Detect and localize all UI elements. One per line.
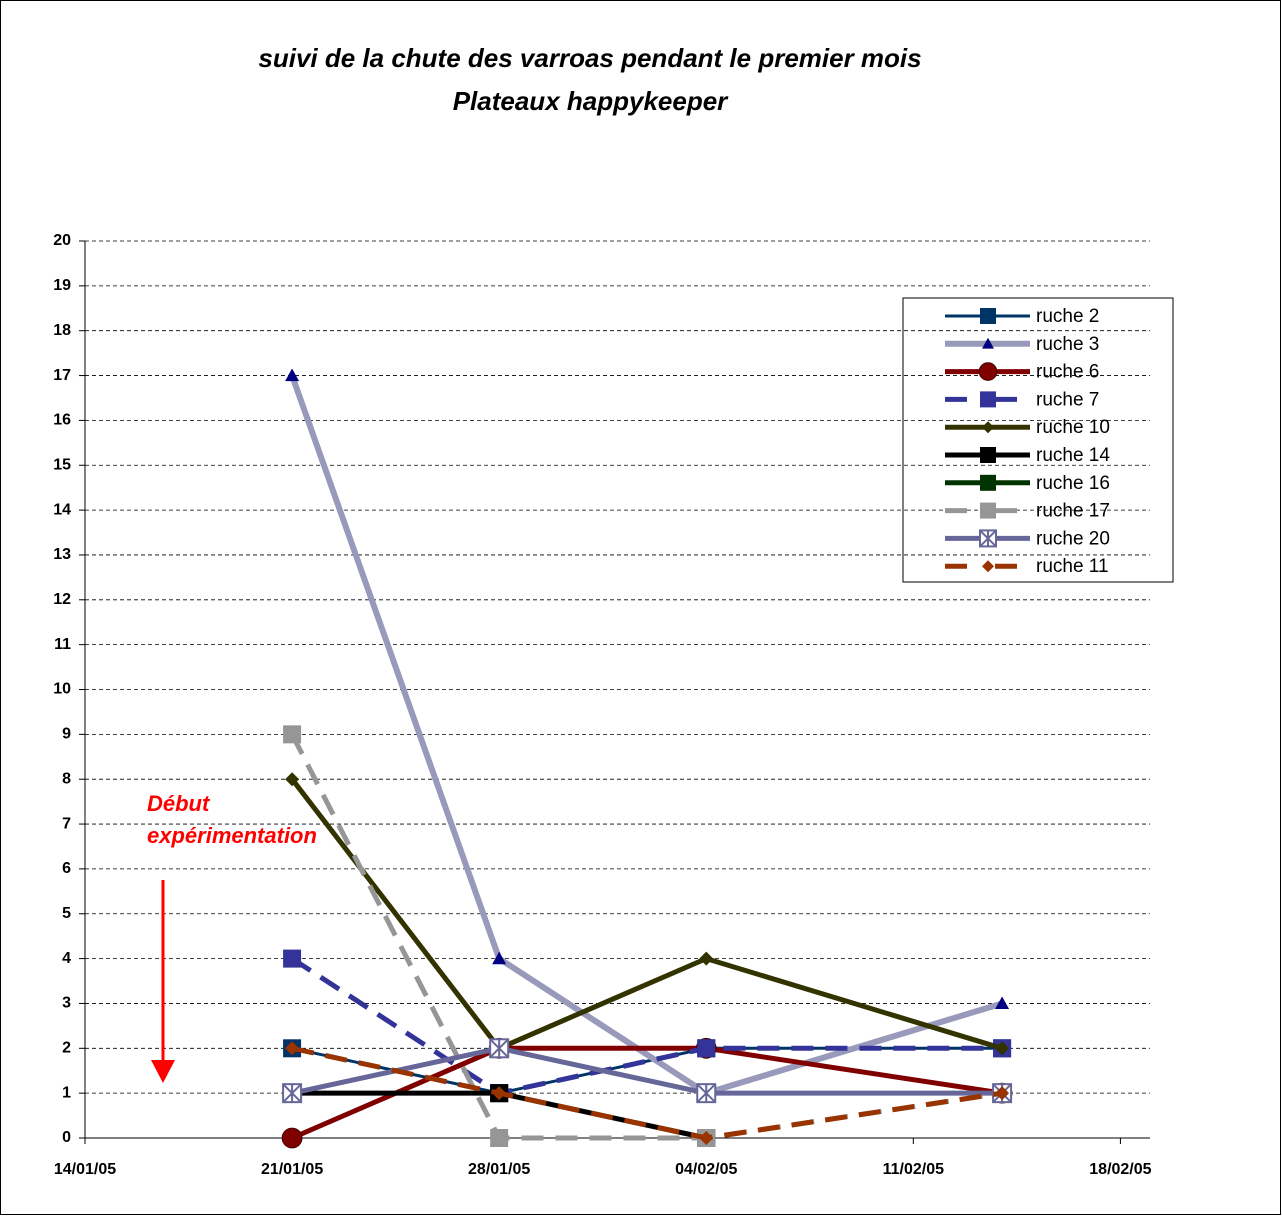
legend-label: ruche 3 <box>1036 334 1099 355</box>
marker <box>282 1083 303 1104</box>
y-tick-label: 9 <box>62 726 71 743</box>
y-tick-label: 16 <box>53 412 71 429</box>
marker-star <box>696 1083 716 1103</box>
legend-label: ruche 2 <box>1036 306 1099 327</box>
y-tick-label: 10 <box>53 681 71 698</box>
legend-label: ruche 7 <box>1036 389 1099 410</box>
legend-marker <box>979 529 997 548</box>
legend-marker <box>982 337 994 349</box>
marker <box>490 1129 509 1147</box>
y-tick-label: 7 <box>62 815 71 832</box>
marker <box>699 951 714 966</box>
legend-marker <box>980 391 996 408</box>
chart-subtitle: Plateaux happykeeper <box>453 86 729 116</box>
annotation: Début <box>147 791 211 816</box>
chart-title: suivi de la chute des varroas pendant le… <box>258 43 921 73</box>
annotation-arrow-head <box>151 1060 175 1083</box>
legend-marker <box>980 447 996 463</box>
marker <box>489 1038 510 1059</box>
y-tick-label: 5 <box>62 905 71 922</box>
legend-marker <box>980 502 996 519</box>
series-line <box>289 733 1003 1141</box>
y-tick-label: 13 <box>53 546 71 563</box>
y-tick-label: 15 <box>53 456 71 473</box>
marker <box>995 1041 1010 1056</box>
legend-label: ruche 20 <box>1036 528 1110 549</box>
x-tick-label: 11/02/05 <box>883 1161 945 1178</box>
y-tick-label: 0 <box>62 1129 71 1146</box>
marker <box>699 1131 714 1145</box>
x-tick-label: 28/01/05 <box>468 1161 530 1178</box>
legend-label: ruche 6 <box>1036 362 1099 383</box>
x-tick-label: 04/02/05 <box>675 1161 737 1178</box>
marker <box>696 1083 717 1104</box>
marker <box>492 1086 507 1101</box>
marker-star <box>489 1038 509 1059</box>
y-tick-label: 17 <box>53 367 71 384</box>
marker <box>995 1086 1010 1101</box>
y-tick-label: 11 <box>54 636 71 653</box>
marker <box>283 725 302 744</box>
legend-marker <box>980 474 996 491</box>
x-tick-label: 18/02/05 <box>1089 1161 1151 1178</box>
marker <box>697 1039 716 1058</box>
legend-label: ruche 14 <box>1036 445 1110 466</box>
marker-star <box>979 529 997 548</box>
legend-marker <box>982 421 994 434</box>
marker <box>285 1041 300 1056</box>
marker <box>285 772 300 787</box>
series-line <box>289 374 1003 1097</box>
series-line <box>290 777 1003 1052</box>
y-tick-label: 12 <box>53 591 71 608</box>
marker-star <box>282 1083 302 1103</box>
marker <box>281 1127 303 1149</box>
y-tick-label: 4 <box>62 950 71 967</box>
marker <box>285 368 300 382</box>
y-tick-label: 3 <box>62 995 71 1012</box>
annotation: expérimentation <box>147 823 317 848</box>
legend-label: ruche 10 <box>1036 417 1110 438</box>
marker <box>995 996 1010 1010</box>
legend-label: ruche 17 <box>1036 501 1110 522</box>
y-tick-label: 20 <box>53 232 71 249</box>
y-tick-label: 18 <box>53 322 71 339</box>
x-tick-label: 21/01/05 <box>261 1161 323 1178</box>
x-tick-label: 14/01/05 <box>54 1161 116 1178</box>
y-tick-label: 2 <box>62 1040 71 1057</box>
legend-label: ruche 11 <box>1036 556 1109 577</box>
y-tick-label: 6 <box>62 860 71 877</box>
y-tick-label: 1 <box>62 1084 71 1101</box>
y-tick-label: 14 <box>53 501 71 518</box>
marker <box>492 951 507 965</box>
legend-marker <box>982 560 994 573</box>
legend-marker <box>978 362 998 381</box>
y-tick-label: 19 <box>53 277 71 294</box>
marker <box>283 949 302 968</box>
legend-marker <box>980 308 996 324</box>
y-tick-label: 8 <box>62 770 71 787</box>
legend-label: ruche 16 <box>1036 473 1110 494</box>
series-line <box>291 1045 1003 1141</box>
